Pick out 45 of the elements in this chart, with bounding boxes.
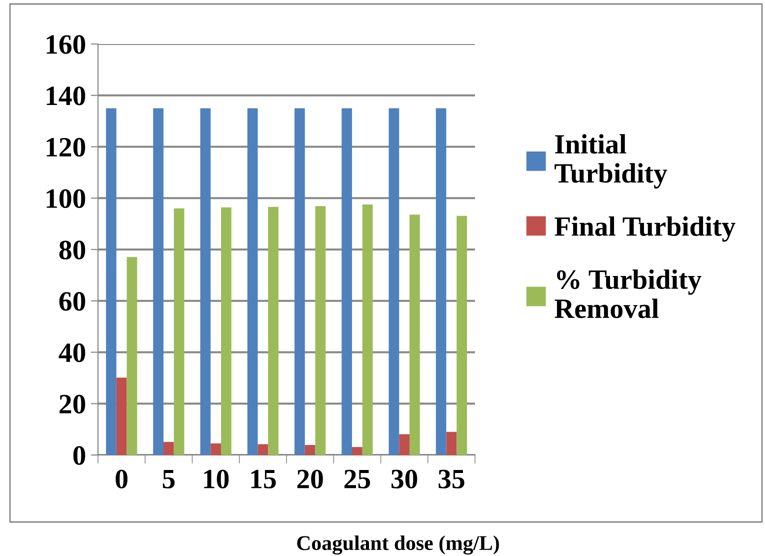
bar [304, 444, 316, 455]
legend-label: % Turbidity Removal [554, 269, 702, 318]
y-tick-label: 120 [46, 138, 86, 157]
legend-label: Final Turbidity [554, 216, 736, 242]
bar [399, 434, 410, 455]
bar [388, 108, 400, 455]
y-tick-label: 160 [46, 35, 86, 54]
bar [247, 108, 258, 455]
x-axis-title: Coagulant dose (mg/L) [297, 535, 499, 555]
x-tick-label: 15 [251, 470, 276, 488]
bar [164, 442, 174, 455]
y-tick-label: 20 [60, 394, 86, 414]
bar [116, 378, 127, 455]
bar [106, 108, 116, 455]
x-tick-label: 20 [297, 470, 323, 488]
x-tick-label: 25 [344, 470, 370, 488]
bar [153, 108, 164, 455]
bar [362, 204, 373, 455]
bar [409, 214, 420, 455]
bar [446, 432, 457, 455]
bar [126, 256, 138, 455]
y-tick-label: 80 [59, 240, 86, 260]
bar [220, 207, 232, 455]
bar [436, 108, 446, 455]
bar [294, 108, 305, 455]
x-tick-label: 30 [391, 470, 418, 488]
bar [258, 444, 268, 455]
y-tick-label: 140 [46, 86, 86, 106]
y-tick-label: 60 [59, 292, 86, 311]
y-tick-label: 40 [58, 343, 86, 362]
y-tick-label: 0 [73, 446, 86, 465]
x-tick-label: 5 [162, 470, 175, 488]
bar [210, 443, 221, 455]
bar [200, 108, 211, 455]
bar [268, 206, 278, 455]
bar [342, 108, 352, 455]
bar [315, 206, 326, 455]
bar [456, 216, 467, 455]
x-tick-label: 35 [438, 470, 464, 488]
x-tick-label: 10 [204, 470, 229, 488]
bar [174, 208, 184, 455]
bar [352, 447, 362, 455]
y-tick-label: 100 [46, 189, 86, 208]
x-tick-label: 0 [116, 470, 128, 488]
legend-label: Initial Turbidity [554, 134, 668, 188]
